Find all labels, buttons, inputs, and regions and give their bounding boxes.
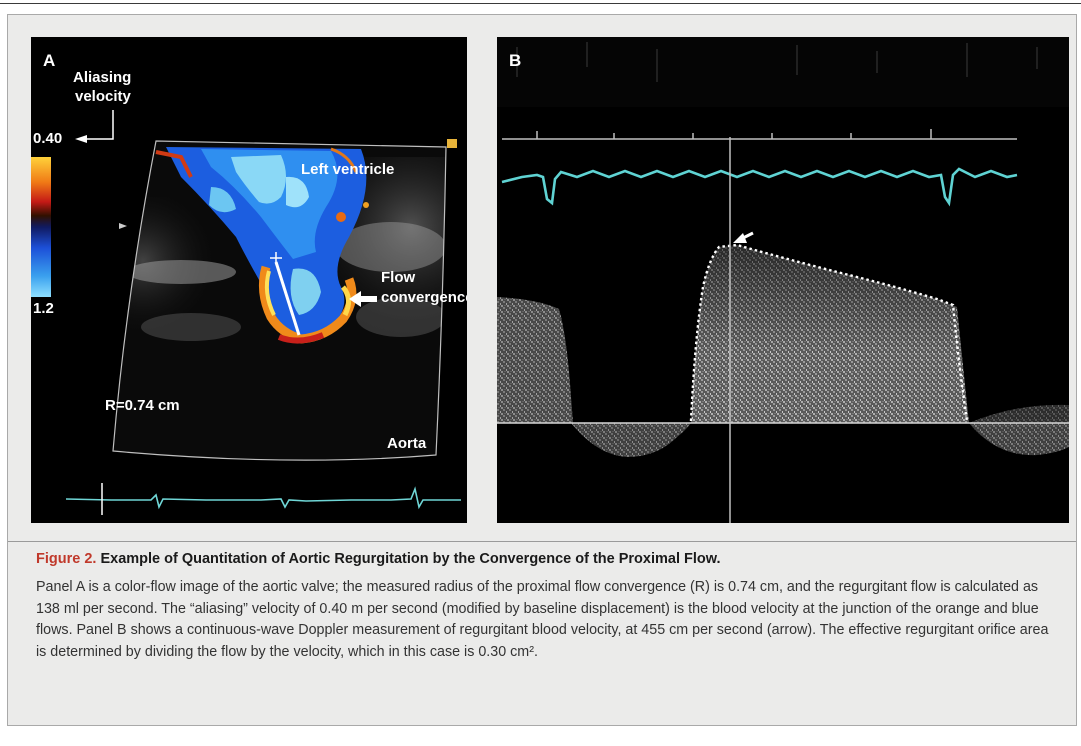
- sector-outline: [112, 140, 447, 461]
- aliasing-arrow-head: [75, 135, 87, 143]
- radius-label: R=0.74 cm: [105, 397, 180, 414]
- panel-a-letter: A: [43, 51, 56, 70]
- aliasing-arrow-line: [85, 110, 114, 140]
- aorta-label: Aorta: [387, 435, 427, 452]
- scale-bottom-value: 1.2: [33, 300, 54, 317]
- figure-number: Figure 2.: [36, 551, 97, 567]
- panel-b-doppler-image: B: [497, 37, 1069, 523]
- scale-top-value: 0.40: [33, 130, 63, 147]
- orientation-marker: [447, 139, 457, 148]
- peak-velocity-arrow: [733, 231, 754, 243]
- figure: A Aliasing velocity 0.40 1.2 Left ventri…: [7, 14, 1077, 726]
- figure-title: Example of Quantitation of Aortic Regurg…: [100, 551, 721, 567]
- panel-a-ecg-trace: [65, 486, 461, 510]
- flow-convergence-arrow: [349, 291, 377, 307]
- caption-divider: [8, 541, 1076, 542]
- figure-caption-title: Figure 2. Example of Quantitation of Aor…: [36, 551, 1056, 567]
- top-rule: [0, 3, 1081, 4]
- echo-sector: [113, 141, 446, 461]
- aliasing-label-line2: velocity: [75, 88, 131, 105]
- flow-convergence-label-line2: convergence: [381, 289, 467, 306]
- panel-a-graphic: [31, 110, 461, 515]
- flow-convergence-label-line1: Flow: [381, 269, 416, 286]
- panel-b-graphic: [497, 37, 1069, 523]
- panel-a-echo-image: A Aliasing velocity 0.40 1.2 Left ventri…: [31, 37, 467, 523]
- figure-caption-body: Panel A is a color-flow image of the aor…: [36, 579, 1049, 660]
- time-axis-ticks: [536, 129, 932, 139]
- doppler-spectrum: [497, 245, 1069, 457]
- velocity-color-scale: [31, 157, 51, 297]
- top-noise: [516, 42, 1038, 82]
- panel-b-ecg-trace: [501, 167, 1018, 207]
- aliasing-label-line1: Aliasing: [73, 69, 132, 86]
- left-ventricle-label: Left ventricle: [301, 161, 395, 178]
- depth-marker: [119, 223, 127, 229]
- panel-b-letter: B: [509, 51, 522, 70]
